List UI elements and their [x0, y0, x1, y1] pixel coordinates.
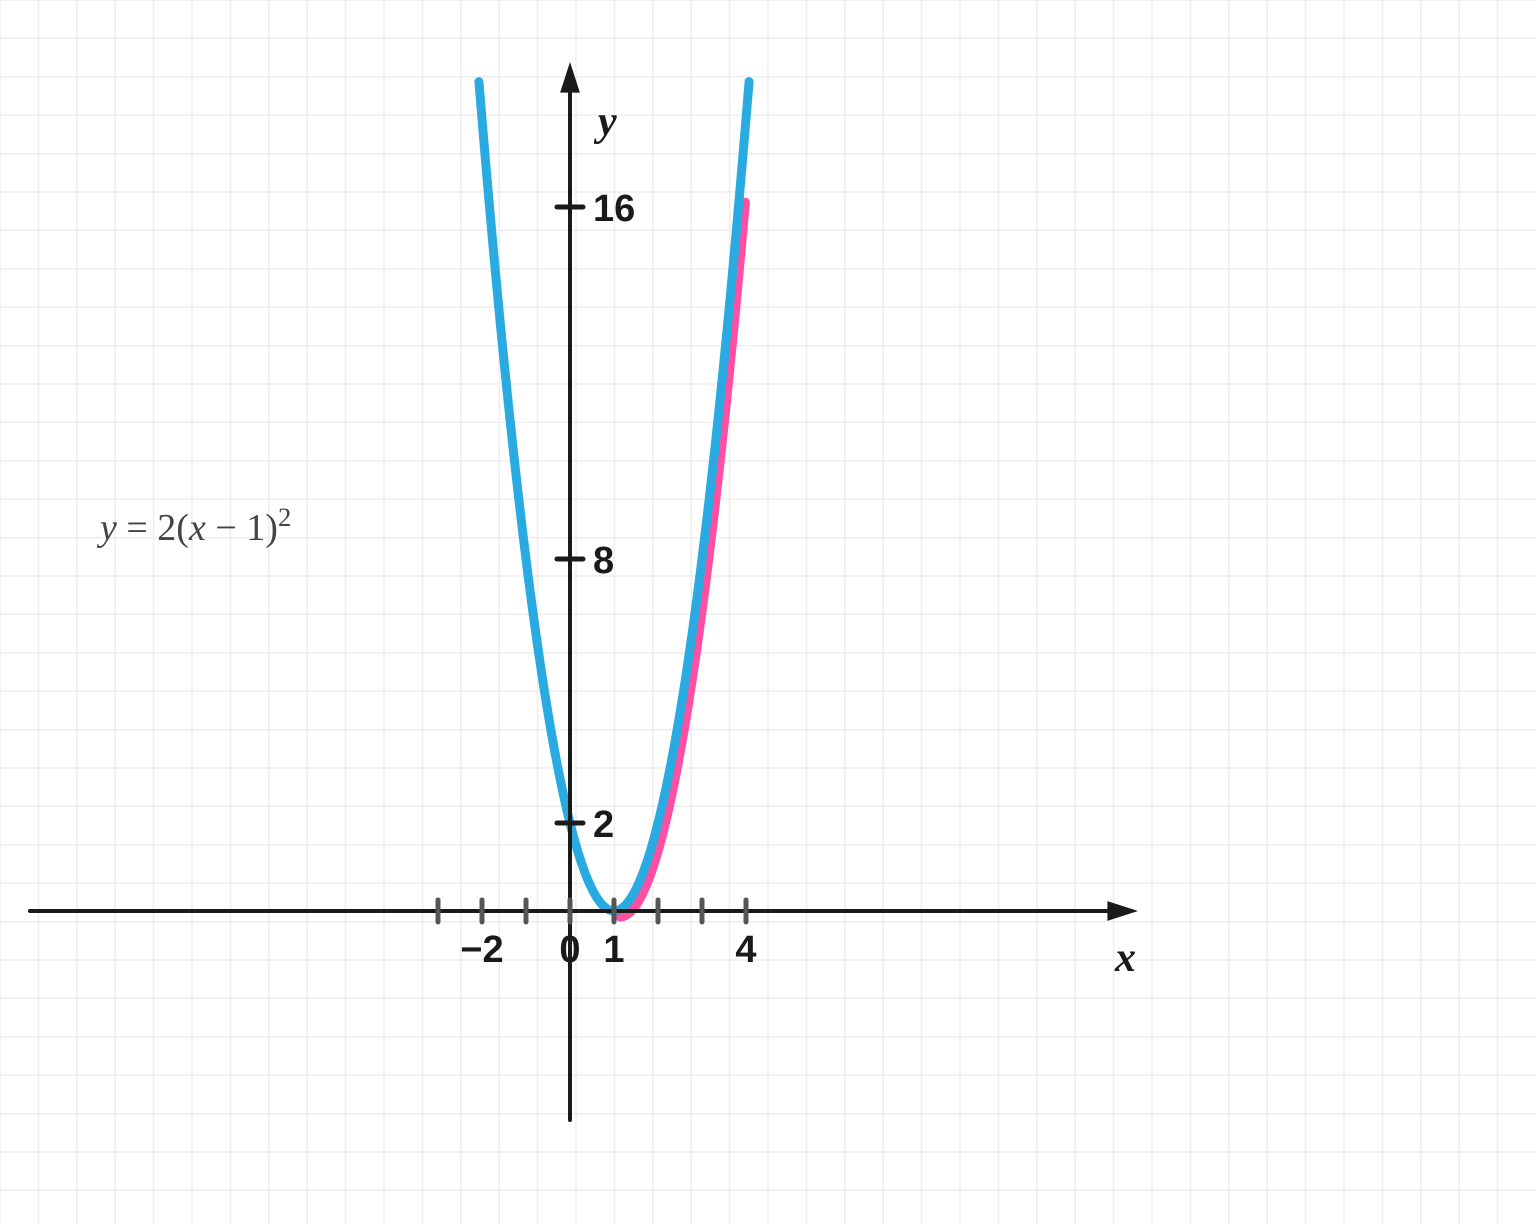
- grid: [0, 0, 1536, 1224]
- x-axis-arrow: [1107, 901, 1138, 921]
- x-tick-label: 0: [559, 929, 580, 971]
- parabola-chart: yx014−22816y = 2(x − 1)2: [0, 0, 1536, 1224]
- axes: yx: [30, 62, 1138, 1120]
- y-axis-label: y: [593, 99, 617, 145]
- x-tick-label: 4: [735, 929, 756, 971]
- y-tick-label: 2: [593, 804, 614, 846]
- x-axis-label: x: [1114, 935, 1136, 981]
- x-tick-label: 1: [603, 929, 624, 971]
- equation-label: y = 2(x − 1)2: [96, 502, 291, 549]
- y-tick-label: 16: [593, 188, 635, 230]
- x-tick-label: −2: [460, 929, 503, 971]
- y-tick-label: 8: [593, 540, 614, 582]
